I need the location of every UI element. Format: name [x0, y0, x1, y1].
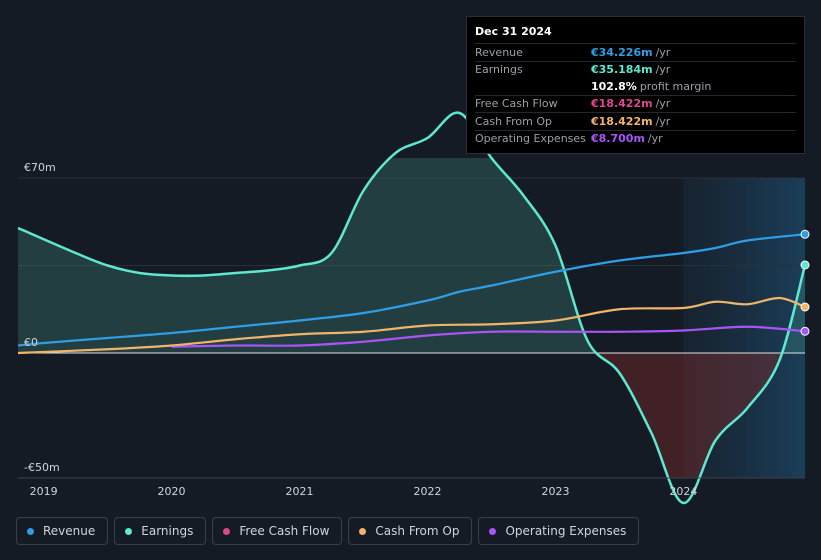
y-tick-label: -€50m [24, 461, 60, 474]
legend-dot-icon [359, 527, 367, 535]
x-tick-label: 2023 [541, 485, 569, 498]
y-tick-label: €0 [24, 336, 38, 349]
series-line-cash-from-op [17, 296, 806, 355]
earnings-area-positive [18, 158, 805, 353]
tooltip-rows: Revenue €34.226m /yr Earnings €35.184m /… [475, 43, 796, 147]
tooltip-row-revenue: Revenue €34.226m /yr [475, 43, 796, 61]
tooltip-label: Operating Expenses [475, 132, 586, 146]
tooltip-value: 102.8% [591, 79, 637, 93]
x-tick-label: 2020 [158, 485, 186, 498]
x-axis-labels: 2019 2020 2021 2022 2023 2024 [30, 485, 698, 498]
tooltip-value: €34.226m [591, 45, 653, 59]
legend-dot-icon [223, 527, 231, 535]
legend-item-free-cash-flow[interactable]: Free Cash Flow [212, 517, 343, 545]
earnings-area-negative [18, 353, 805, 478]
forecast-highlight [683, 178, 805, 478]
endpoint-earnings [800, 260, 810, 270]
series-line-revenue [17, 233, 806, 347]
tooltip-label: Cash From Op [475, 114, 553, 128]
legend-dot-icon [27, 527, 34, 535]
tooltip: Dec 31 2024 Revenue €34.226m /yr Earning… [466, 16, 805, 154]
tooltip-row-opex: Operating Expenses €8.700m /yr [475, 129, 796, 148]
tooltip-unit: /yr [655, 63, 671, 77]
y-tick-label: €70m [24, 161, 56, 174]
tooltip-unit: profit margin [639, 79, 712, 93]
tooltip-row-earnings: Earnings €35.184m /yr [475, 60, 796, 79]
x-tick-label: 2024 [669, 485, 697, 498]
y-axis-labels: €70m €0 -€50m [24, 161, 60, 474]
endpoint-revenue [800, 229, 810, 239]
endpoint-cash-from-op [800, 302, 810, 312]
tooltip-row-fcf: Free Cash Flow €18.422m /yr [475, 94, 796, 113]
series-lines [17, 111, 807, 505]
tooltip-row-margin: 102.8% profit margin [475, 78, 796, 95]
tooltip-row-cfo: Cash From Op €18.422m /yr [475, 112, 796, 130]
tooltip-label: Free Cash Flow [475, 97, 558, 111]
series-endpoints [800, 229, 810, 336]
legend: Revenue Earnings Free Cash Flow Cash Fro… [16, 517, 640, 545]
tooltip-date: Dec 31 2024 [475, 25, 552, 38]
legend-label: Operating Expenses [505, 524, 627, 538]
tooltip-label: Revenue [475, 45, 523, 59]
series-line-operating-expenses [171, 325, 806, 348]
legend-label: Revenue [43, 524, 96, 538]
area-fills [18, 158, 805, 478]
tooltip-value: €18.422m [591, 97, 653, 111]
x-tick-label: 2022 [413, 485, 441, 498]
legend-item-revenue[interactable]: Revenue [16, 517, 109, 545]
tooltip-unit: /yr [655, 114, 671, 128]
chart: €70m €0 -€50m 2019 2020 2021 2022 2023 2024 [17, 111, 810, 505]
legend-item-earnings[interactable]: Earnings [114, 517, 207, 545]
endpoint-operating-expenses [800, 326, 810, 336]
legend-label: Cash From Op [375, 524, 460, 538]
series-line-earnings [17, 111, 807, 505]
x-tick-label: 2019 [30, 485, 58, 498]
legend-dot-icon [489, 527, 497, 535]
tooltip-unit: /yr [647, 132, 663, 146]
tooltip-value: €35.184m [591, 63, 653, 77]
tooltip-unit: /yr [655, 45, 671, 59]
legend-label: Free Cash Flow [239, 524, 330, 538]
legend-item-cash-from-op[interactable]: Cash From Op [348, 517, 473, 545]
legend-dot-icon [125, 527, 133, 535]
tooltip-unit: /yr [655, 97, 671, 111]
tooltip-value: €8.700m [591, 132, 645, 146]
legend-label: Earnings [141, 524, 194, 538]
tooltip-value: €18.422m [591, 114, 653, 128]
tooltip-label: Earnings [475, 63, 523, 77]
legend-item-operating-expenses[interactable]: Operating Expenses [478, 517, 640, 545]
x-tick-label: 2021 [286, 485, 314, 498]
